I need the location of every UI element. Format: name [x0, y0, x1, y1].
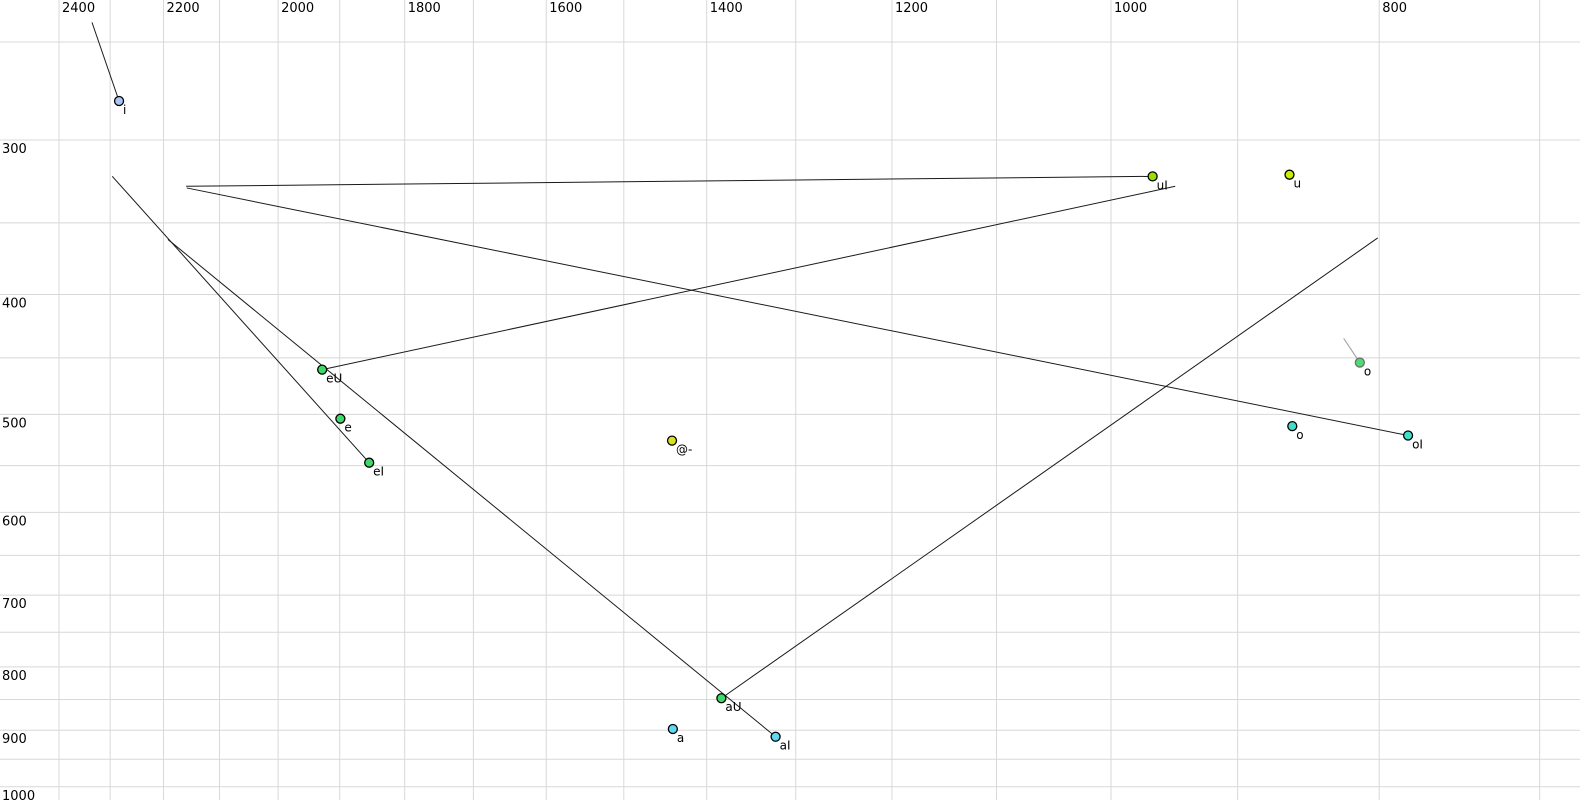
vowel-label-aI: aI — [780, 739, 791, 753]
y-tick-label: 900 — [2, 732, 27, 747]
y-tick-label: 300 — [2, 142, 27, 157]
x-tick-label: 1000 — [1114, 1, 1147, 16]
y-tick-label: 400 — [2, 297, 27, 312]
y-tick-label: 800 — [2, 669, 27, 684]
vowel-point-eU[interactable] — [317, 364, 328, 375]
x-tick-label: 1200 — [895, 1, 928, 16]
vowel-label-oI: oI — [1412, 437, 1423, 451]
vowel-point-i[interactable] — [113, 95, 125, 107]
vowel-point-e[interactable] — [335, 413, 346, 424]
vowel-label-o-faded: o — [1364, 365, 1371, 379]
vowel-point-aU[interactable] — [716, 693, 727, 704]
vowel-label-u: u — [1293, 177, 1301, 191]
vowel-label-o: o — [1296, 428, 1303, 442]
vowel-point-a[interactable] — [667, 723, 679, 735]
tick-label-layer: 2400 2200 2000 1800 1600 1400 1200 1000 800 300 40… — [2, 1, 1407, 800]
vowel-label-uI: uI — [1157, 178, 1168, 192]
y-tick-label: 600 — [2, 514, 27, 529]
x-tick-label: 1600 — [549, 1, 582, 16]
vowel-point-schwa[interactable] — [666, 435, 678, 446]
trajectory-line-oI — [186, 187, 1409, 436]
trajectory-line-aU — [721, 237, 1378, 699]
vowel-label-aU: aU — [725, 700, 741, 714]
y-tick-label: 700 — [2, 597, 27, 612]
vowel-label-schwa: @- — [676, 443, 692, 457]
vowel-point-o-faded[interactable] — [1354, 357, 1365, 368]
x-tick-label: 800 — [1382, 1, 1407, 16]
vowel-label-eU: eU — [326, 372, 342, 386]
x-tick-label: 2200 — [167, 1, 200, 16]
vowel-point-u[interactable] — [1284, 169, 1295, 180]
vowel-point-oI[interactable] — [1402, 430, 1414, 441]
trajectory-layer — [91, 22, 1409, 738]
vowel-label-eI: eI — [373, 465, 384, 479]
y-tick-label: 500 — [2, 416, 27, 431]
vowel-point-uI[interactable] — [1147, 171, 1158, 182]
trajectory-line-uI — [186, 175, 1153, 187]
trajectory-line-aI — [167, 239, 776, 738]
point-layer: i u uI eU e eI @- o oI o aU a aI — [113, 95, 1423, 753]
x-tick-label: 1400 — [710, 1, 743, 16]
vowel-label-i: i — [123, 103, 126, 117]
x-tick-label: 2000 — [281, 1, 314, 16]
trajectory-line-eU — [322, 185, 1176, 371]
trajectory-line-eI — [111, 176, 370, 464]
x-tick-label: 1800 — [408, 1, 441, 16]
vowel-point-eI[interactable] — [364, 457, 375, 468]
vowel-label-a: a — [677, 731, 684, 745]
x-tick-label: 2400 — [62, 1, 95, 16]
vowel-point-aI[interactable] — [770, 731, 781, 742]
trajectory-line-i — [91, 22, 120, 102]
y-tick-label: 1000 — [2, 789, 35, 800]
vowel-point-o[interactable] — [1287, 420, 1298, 432]
vowel-label-e: e — [344, 421, 351, 435]
